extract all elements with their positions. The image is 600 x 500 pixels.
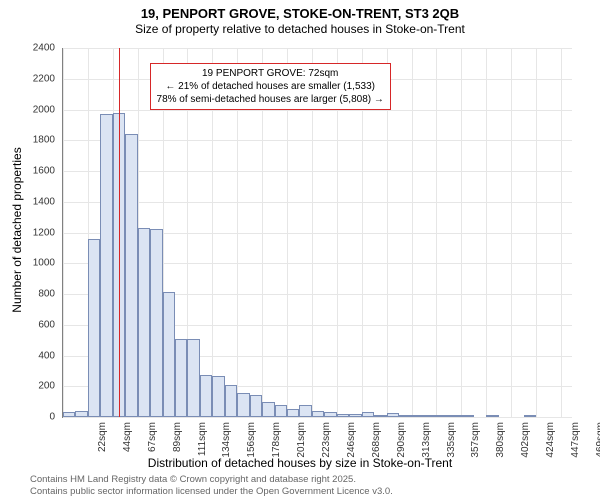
plot-area: 19 PENPORT GROVE: 72sqm ← 21% of detache… xyxy=(62,48,572,418)
gridline-h xyxy=(63,48,572,49)
y-tick-container: 0200400600800100012001400160018002000220… xyxy=(0,48,60,418)
annotation-line1: 19 PENPORT GROVE: 72sqm xyxy=(157,67,384,80)
gridline-h xyxy=(63,202,572,203)
histogram-bar xyxy=(312,411,324,417)
gridline-h xyxy=(63,171,572,172)
histogram-bar xyxy=(275,405,287,417)
y-tick-label: 2200 xyxy=(33,73,55,84)
histogram-bar xyxy=(250,395,262,417)
histogram-bar xyxy=(374,415,386,417)
y-tick-label: 2000 xyxy=(33,104,55,115)
histogram-bar xyxy=(175,339,187,417)
histogram-bar xyxy=(125,134,137,417)
histogram-bar xyxy=(449,415,461,417)
histogram-bar xyxy=(349,414,361,417)
histogram-bar xyxy=(436,415,448,417)
gridline-v xyxy=(461,48,462,417)
histogram-bar xyxy=(138,228,150,417)
reference-line xyxy=(119,48,120,417)
y-tick-label: 400 xyxy=(38,350,55,361)
histogram-bar xyxy=(362,412,374,417)
y-tick-label: 800 xyxy=(38,289,55,300)
y-tick-label: 1600 xyxy=(33,166,55,177)
histogram-bar xyxy=(486,415,498,417)
chart-container: 19, PENPORT GROVE, STOKE-ON-TRENT, ST3 2… xyxy=(0,0,600,500)
histogram-bar xyxy=(237,393,249,417)
histogram-bar xyxy=(187,339,199,417)
histogram-bar xyxy=(163,292,175,417)
gridline-v xyxy=(536,48,537,417)
footer-line2: Contains public sector information licen… xyxy=(30,486,393,497)
title-block: 19, PENPORT GROVE, STOKE-ON-TRENT, ST3 2… xyxy=(0,0,600,37)
y-tick-label: 1800 xyxy=(33,135,55,146)
gridline-v xyxy=(486,48,487,417)
title-main: 19, PENPORT GROVE, STOKE-ON-TRENT, ST3 2… xyxy=(0,6,600,22)
gridline-v xyxy=(63,48,64,417)
y-tick-label: 0 xyxy=(49,412,55,423)
y-tick-label: 2400 xyxy=(33,43,55,54)
footer-line1: Contains HM Land Registry data © Crown c… xyxy=(30,474,393,485)
histogram-bar xyxy=(399,415,411,417)
annotation-line3: 78% of semi-detached houses are larger (… xyxy=(157,93,384,106)
histogram-bar xyxy=(88,239,100,417)
histogram-bar xyxy=(387,413,399,417)
gridline-h xyxy=(63,140,572,141)
annotation-line2: ← 21% of detached houses are smaller (1,… xyxy=(157,80,384,93)
gridline-v xyxy=(511,48,512,417)
x-axis-label: Distribution of detached houses by size … xyxy=(0,456,600,470)
histogram-bar xyxy=(412,415,424,417)
y-tick-label: 1200 xyxy=(33,227,55,238)
histogram-bar xyxy=(75,411,87,417)
histogram-bar xyxy=(324,412,336,417)
histogram-bar xyxy=(150,229,162,417)
histogram-bar xyxy=(424,415,436,417)
title-sub: Size of property relative to detached ho… xyxy=(0,22,600,37)
histogram-bar xyxy=(287,409,299,417)
y-tick-label: 600 xyxy=(38,319,55,330)
histogram-bar xyxy=(461,415,473,417)
x-tick-container: 22sqm44sqm67sqm89sqm111sqm134sqm156sqm17… xyxy=(62,418,572,458)
y-tick-label: 1400 xyxy=(33,196,55,207)
gridline-v xyxy=(412,48,413,417)
footer: Contains HM Land Registry data © Crown c… xyxy=(30,474,393,497)
histogram-bar xyxy=(337,414,349,417)
gridline-v xyxy=(436,48,437,417)
annotation-box: 19 PENPORT GROVE: 72sqm ← 21% of detache… xyxy=(150,63,391,110)
histogram-bar xyxy=(212,376,224,417)
histogram-bar xyxy=(200,375,212,417)
histogram-bar xyxy=(299,405,311,417)
histogram-bar xyxy=(63,412,75,417)
gridline-v xyxy=(561,48,562,417)
histogram-bar xyxy=(524,415,536,417)
y-tick-label: 200 xyxy=(38,381,55,392)
histogram-bar xyxy=(262,402,274,417)
histogram-bar xyxy=(225,385,237,417)
y-tick-label: 1000 xyxy=(33,258,55,269)
histogram-bar xyxy=(100,114,112,417)
